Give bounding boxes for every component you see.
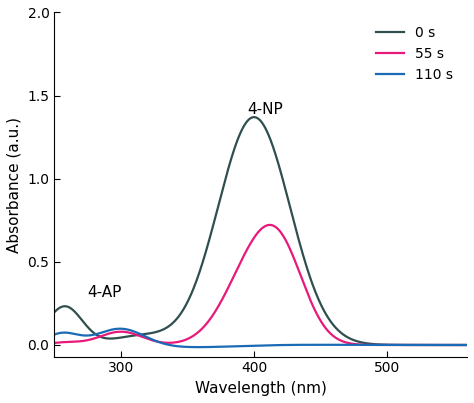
55 s (219, 299, 224, 303)
55 s (464, 343, 470, 347)
110 s (195, 345, 201, 349)
0 s (251, 115, 257, 120)
110 s (219, 344, 225, 349)
0 s (52, 310, 57, 315)
Text: 4-NP: 4-NP (247, 102, 283, 117)
0 s (233, 141, 239, 146)
110 s (374, 343, 380, 347)
110 s (52, 332, 57, 337)
Line: 110 s: 110 s (55, 329, 467, 347)
110 s (234, 344, 240, 349)
55 s (267, 222, 273, 227)
110 s (464, 343, 470, 347)
0 s (335, 328, 341, 332)
0 s (464, 343, 470, 347)
55 s (94, 335, 100, 340)
Line: 0 s: 0 s (55, 117, 467, 345)
0 s (219, 192, 224, 197)
Legend: 0 s, 55 s, 110 s: 0 s, 55 s, 110 s (369, 19, 460, 89)
110 s (336, 343, 341, 347)
0 s (381, 342, 387, 347)
55 s (374, 343, 379, 347)
Text: 4-AP: 4-AP (88, 285, 122, 300)
0 s (94, 332, 100, 337)
55 s (52, 341, 57, 345)
0 s (374, 342, 379, 347)
110 s (382, 343, 387, 347)
Y-axis label: Absorbance (a.u.): Absorbance (a.u.) (7, 116, 22, 253)
110 s (117, 326, 123, 331)
Line: 55 s: 55 s (55, 225, 467, 345)
55 s (335, 337, 341, 342)
55 s (233, 269, 239, 274)
55 s (381, 343, 387, 347)
110 s (94, 332, 100, 337)
X-axis label: Wavelength (nm): Wavelength (nm) (195, 381, 327, 396)
